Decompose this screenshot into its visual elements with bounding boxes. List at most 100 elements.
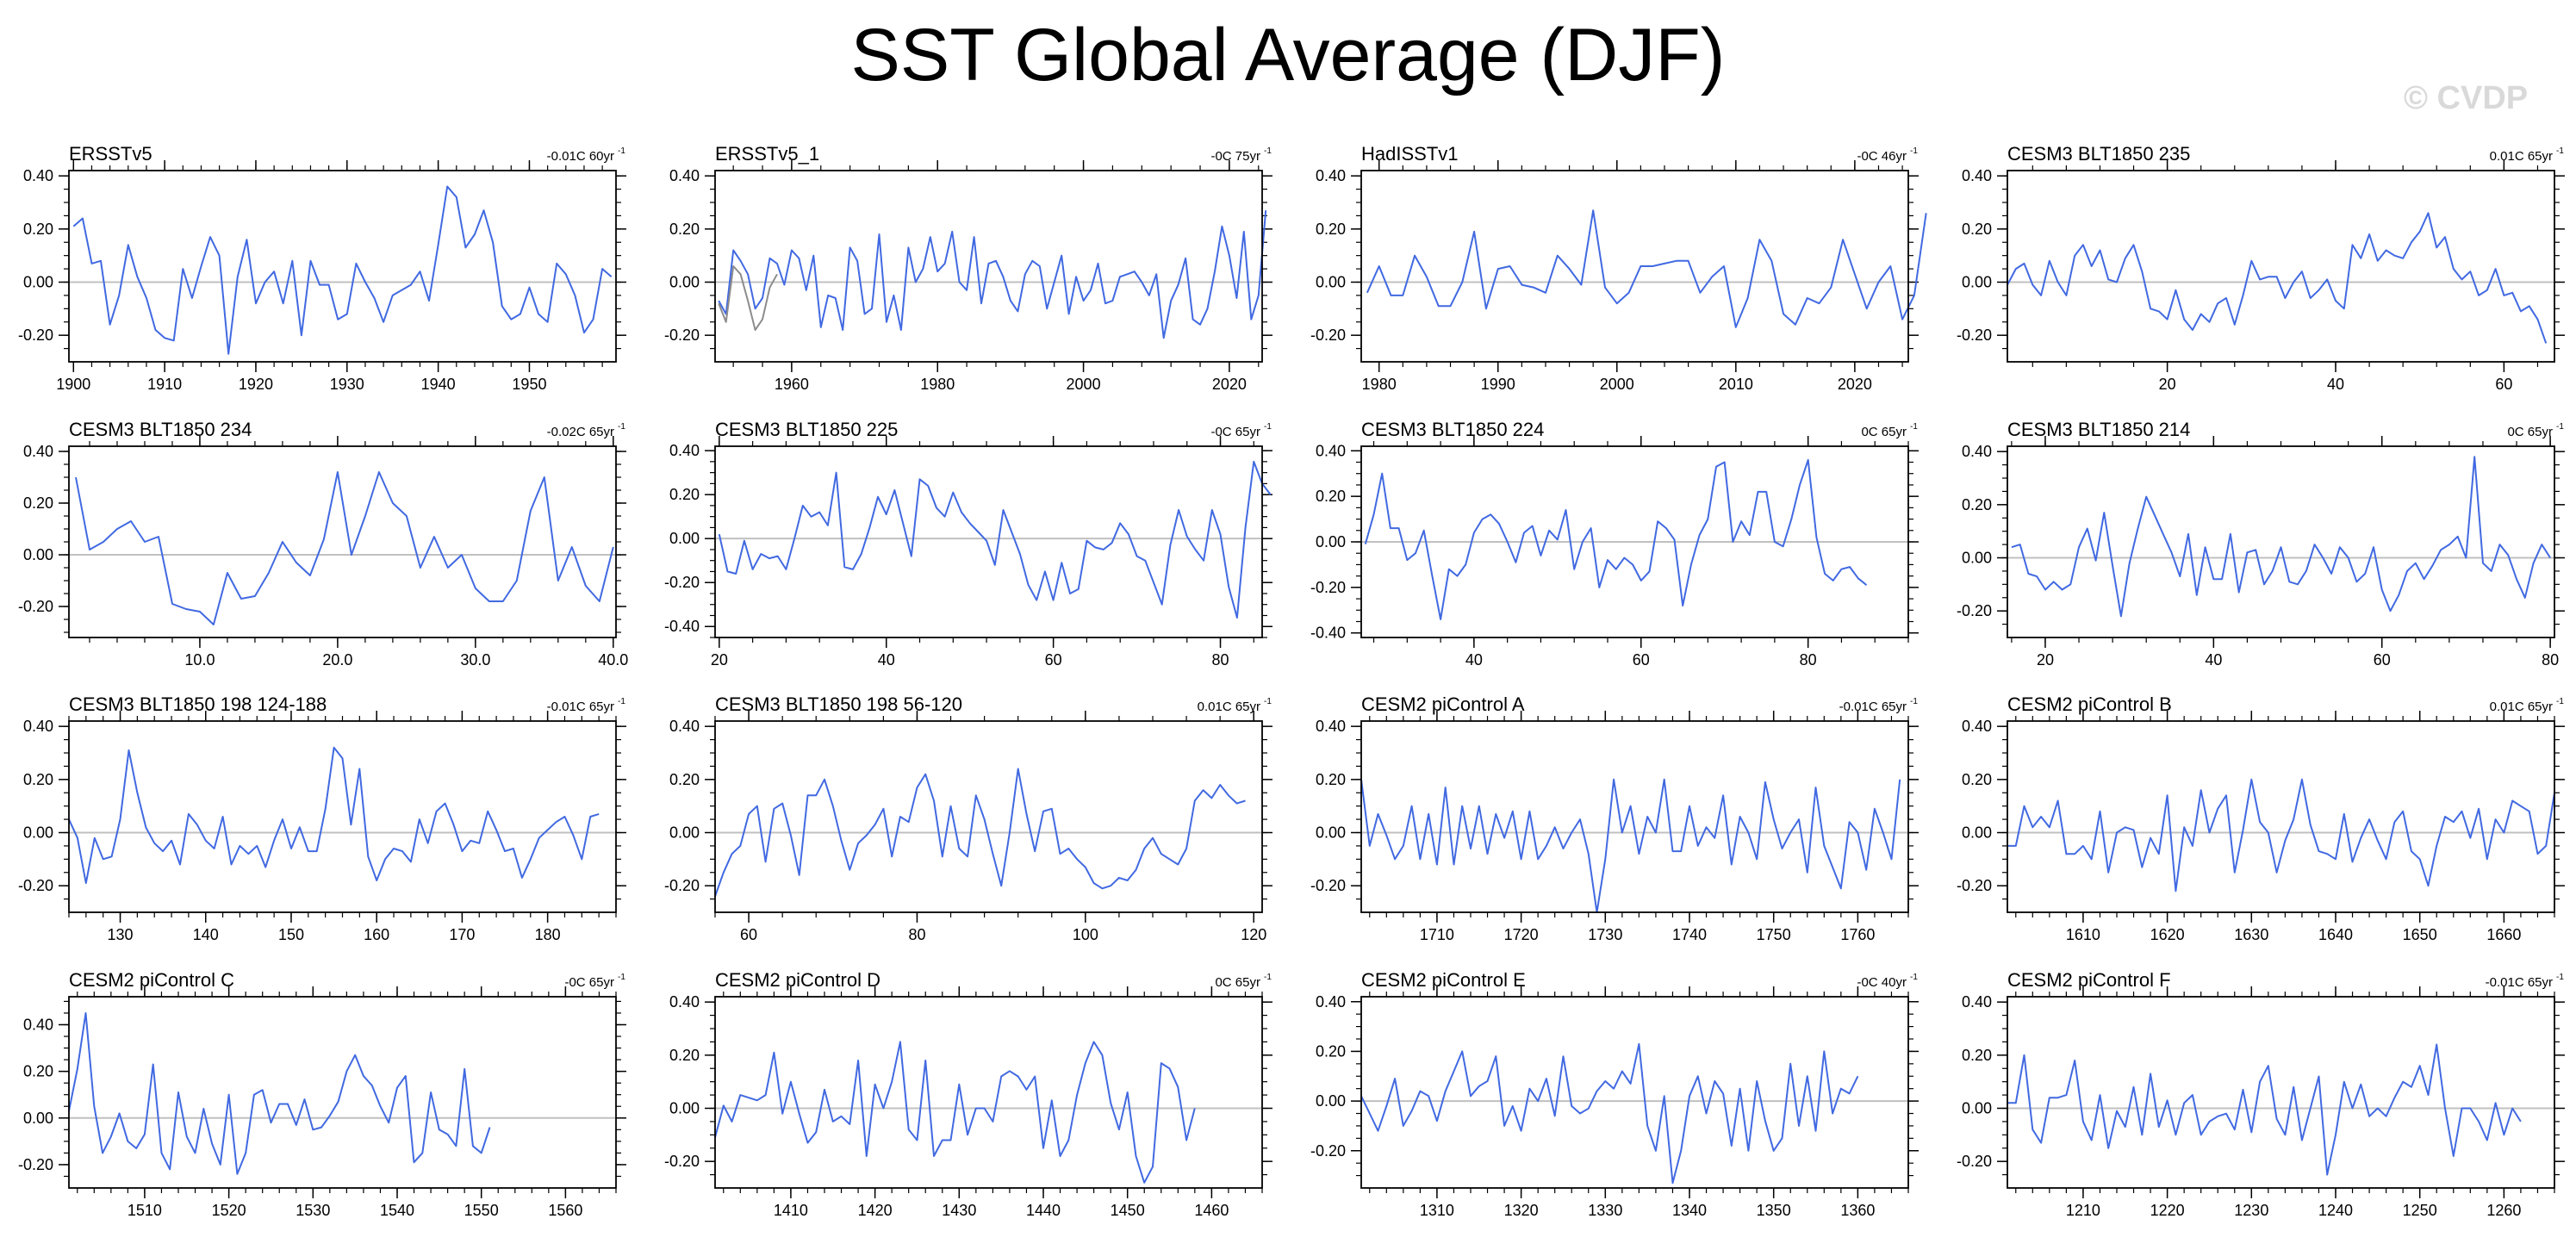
- panel-title: CESM2 piControl D: [715, 969, 880, 991]
- y-tick-label: -0.20: [1310, 877, 1346, 894]
- panel-title: CESM3 BLT1850 224: [1361, 419, 1544, 440]
- chart-panel: ERSSTv5 -0.01C 60yr -1 0.40 0.20 0.00 -0.20 190…: [18, 143, 626, 393]
- y-tick-label: 0.40: [1316, 993, 1346, 1011]
- trend-unit: -1: [1910, 697, 1918, 706]
- page-title: SST Global Average (DJF): [850, 14, 1726, 96]
- x-tick-label: 1430: [942, 1202, 976, 1219]
- plot-frame: [1360, 996, 1909, 1189]
- y-tick-label: 0.00: [1316, 274, 1346, 291]
- x-tick-label: 1310: [1420, 1202, 1454, 1219]
- plot-frame: [2007, 445, 2555, 638]
- panel-title: CESM3 BLT1850 198 56-120: [715, 693, 962, 715]
- y-tick-label: 0.00: [23, 274, 53, 291]
- y-tick-label: 0.20: [1962, 1047, 1992, 1064]
- trend-label: 0C 65yr: [1861, 425, 1907, 439]
- x-tick-label: 2020: [1212, 376, 1247, 393]
- y-tick-label: 0.00: [669, 1100, 700, 1117]
- data-series-line: [2007, 1043, 2522, 1176]
- x-tick-label: 1450: [1111, 1202, 1145, 1219]
- x-tick-label: 1350: [1757, 1202, 1791, 1219]
- trend-unit: -1: [618, 422, 625, 432]
- chart-panel: CESM3 BLT1850 198 56-120 0.01C 65yr -1 0.40…: [664, 693, 1272, 943]
- x-tick-label: 2010: [1719, 376, 1753, 393]
- x-tick-label: 2000: [1600, 376, 1634, 393]
- trend-label: -0.01C 65yr: [1839, 700, 1907, 714]
- x-tick-label: 80: [1800, 651, 1817, 669]
- y-tick-label: 0.00: [1962, 550, 1992, 567]
- x-tick-label: 120: [1241, 926, 1266, 943]
- x-tick-label: 170: [449, 926, 475, 943]
- y-tick-label: 0.40: [23, 443, 53, 460]
- x-tick-label: 1940: [421, 376, 456, 393]
- plot-frame: [68, 996, 617, 1189]
- y-tick-label: 0.20: [23, 1063, 53, 1080]
- data-series-line: [1360, 778, 1901, 913]
- trend-label: 0.01C 65yr: [2490, 700, 2553, 714]
- y-tick-label: 0.40: [1962, 443, 1992, 460]
- x-tick-label: 130: [108, 926, 134, 943]
- y-tick-label: -0.20: [18, 877, 53, 894]
- y-tick-label: 0.20: [1316, 221, 1346, 238]
- chart-panel: CESM2 piControl F -0.01C 65yr -1 0.40 0.20 0.…: [1957, 969, 2565, 1219]
- x-tick-label: 40: [878, 651, 895, 669]
- plot-frame: [68, 445, 617, 638]
- x-tick-label: 1950: [512, 376, 546, 393]
- x-tick-label: 60: [1633, 651, 1650, 669]
- x-tick-label: 1560: [548, 1202, 582, 1219]
- y-tick-label: 0.20: [23, 494, 53, 512]
- x-tick-label: 30.0: [460, 651, 490, 669]
- x-tick-label: 40: [2327, 376, 2344, 393]
- x-tick-label: 80: [1212, 651, 1229, 669]
- y-tick-label: 0.40: [1962, 718, 1992, 735]
- trend-unit: -1: [1264, 146, 1272, 156]
- data-series-line-secondary: [718, 265, 778, 331]
- x-tick-label: 1420: [858, 1202, 893, 1219]
- panel-title: HadISSTv1: [1361, 143, 1459, 165]
- data-series-line: [718, 210, 1267, 339]
- trend-label: -0.01C 65yr: [2486, 975, 2553, 990]
- y-tick-label: -0.20: [1957, 602, 1992, 619]
- x-tick-label: 1730: [1588, 926, 1622, 943]
- x-tick-label: 2020: [1838, 376, 1872, 393]
- y-tick-label: -0.20: [18, 1156, 53, 1173]
- data-series-line: [718, 460, 1272, 619]
- x-tick-label: 1640: [2318, 926, 2353, 943]
- y-tick-label: 0.40: [23, 718, 53, 735]
- y-tick-label: 0.20: [669, 221, 700, 238]
- y-tick-label: -0.20: [1310, 579, 1346, 596]
- y-tick-label: 0.20: [1962, 771, 1992, 788]
- trend-unit: -1: [618, 146, 625, 156]
- y-tick-label: -0.20: [1310, 1142, 1346, 1160]
- y-tick-label: 0.40: [23, 1016, 53, 1033]
- x-tick-label: 80: [2542, 651, 2559, 669]
- watermark: © CVDP: [2404, 80, 2529, 116]
- x-tick-label: 1360: [1840, 1202, 1875, 1219]
- x-tick-label: 1740: [1672, 926, 1707, 943]
- y-tick-label: -0.20: [664, 326, 700, 344]
- x-tick-label: 1540: [380, 1202, 414, 1219]
- y-tick-label: 0.00: [669, 824, 700, 842]
- y-tick-label: -0.20: [1957, 326, 1992, 344]
- y-tick-label: 0.40: [1316, 167, 1346, 184]
- trend-unit: -1: [1910, 973, 1918, 982]
- trend-label: -0.02C 65yr: [547, 425, 614, 439]
- y-tick-label: -0.20: [18, 326, 53, 344]
- y-tick-label: -0.20: [1310, 326, 1346, 344]
- x-tick-label: 1460: [1194, 1202, 1229, 1219]
- panel-title: ERSSTv5: [69, 143, 152, 165]
- trend-label: 0C 65yr: [1215, 975, 1260, 990]
- x-tick-label: 180: [535, 926, 561, 943]
- trend-unit: -1: [1264, 697, 1272, 706]
- x-tick-label: 60: [2374, 651, 2391, 669]
- trend-label: -0C 46yr: [1857, 149, 1907, 164]
- plot-frame: [1360, 170, 1909, 363]
- trend-unit: -1: [1910, 422, 1918, 432]
- y-tick-label: 0.00: [1316, 824, 1346, 842]
- data-series-line: [72, 185, 613, 355]
- trend-unit: -1: [2556, 973, 2564, 982]
- x-tick-label: 1750: [1757, 926, 1791, 943]
- y-tick-label: 0.20: [1962, 221, 1992, 238]
- panel-title: CESM3 BLT1850 198 124-188: [69, 693, 327, 715]
- chart-panel: CESM2 piControl E -0C 40yr -1 0.40 0.20 0.00 -…: [1310, 969, 1919, 1219]
